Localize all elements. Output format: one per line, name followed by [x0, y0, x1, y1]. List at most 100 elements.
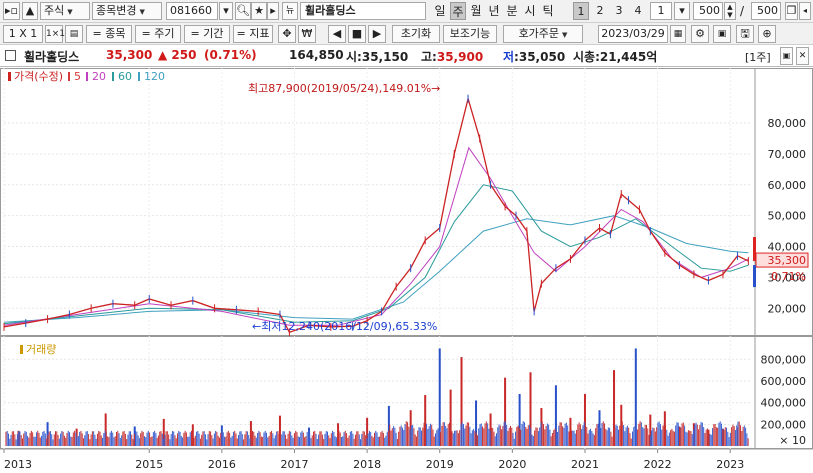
volume-bar	[677, 422, 679, 446]
price-legend-item: 5	[74, 70, 81, 83]
volume-bar	[114, 436, 116, 446]
split-icon[interactable]: ▤	[65, 25, 83, 43]
calendar-icon[interactable]: ▦	[670, 25, 686, 43]
maximize-icon[interactable]: ▣	[780, 47, 793, 65]
volume-bar	[363, 431, 365, 446]
number-tab[interactable]: 4	[634, 4, 642, 17]
volume-bar	[554, 428, 556, 446]
period-tab[interactable]: 월	[470, 4, 482, 18]
volume-bar	[506, 424, 508, 446]
volume-bar	[417, 430, 419, 446]
equals-icon: =	[236, 27, 250, 40]
search-icon[interactable]: 🔍︎	[235, 2, 251, 20]
arrow-right-icon[interactable]: ▸	[267, 2, 279, 20]
move-icon[interactable]: ✥	[278, 25, 296, 43]
period-button[interactable]: = 기간	[184, 25, 230, 43]
volume-bar	[427, 429, 429, 446]
volume-bar	[722, 429, 724, 446]
low-annotation: ←최저12,240(2016/12/09),65.33%	[252, 320, 437, 333]
volume-bar	[290, 431, 292, 446]
volume-bar	[334, 436, 336, 446]
next-icon[interactable]: ▶	[368, 25, 386, 43]
prev-icon[interactable]: ◀	[328, 25, 346, 43]
change-item-select[interactable]: 종목변경	[92, 2, 162, 20]
stop-icon[interactable]: ■	[348, 25, 366, 43]
unit-label: [1주]	[745, 51, 771, 64]
tab-arrows-icon[interactable]: ◂	[799, 2, 811, 20]
volume-bar	[254, 435, 256, 446]
close-icon[interactable]: ✕	[796, 47, 809, 65]
period-tab[interactable]: 분	[506, 4, 518, 18]
zoom-icon[interactable]: ⊕	[758, 25, 776, 43]
volume-bar	[600, 428, 602, 446]
volume-bar	[35, 432, 37, 446]
reset-button[interactable]: 초기화	[392, 25, 440, 43]
stock-chart[interactable]: 80,000 70,000 60,000 50,000 40,000 30,000 20,0…	[0, 68, 813, 473]
window-restore-icon[interactable]: ❐	[785, 2, 798, 20]
period-tab[interactable]: 일	[434, 4, 446, 18]
volume-bar	[583, 393, 586, 446]
volume-bar	[654, 431, 656, 446]
volume-legend-label: 거래량	[26, 343, 56, 356]
layout-icon[interactable]: ▣	[713, 25, 731, 43]
period-tab[interactable]: 틱	[542, 4, 554, 18]
aux-function-button[interactable]: 보조기능	[443, 25, 497, 43]
volume-unit-label: × 10	[779, 434, 806, 447]
volume-bar	[116, 432, 118, 446]
cycle-button[interactable]: = 주기	[135, 25, 181, 43]
ratio-button[interactable]: 1 X 1	[3, 25, 43, 43]
period-tab[interactable]: 주	[450, 2, 466, 20]
gear-icon[interactable]: ⚙	[691, 25, 709, 43]
volume-bar	[507, 430, 509, 446]
volume-bar	[16, 434, 18, 446]
volume-bar	[43, 430, 45, 446]
price-pane-frame	[0, 68, 813, 336]
info-high: 35,900	[436, 50, 484, 64]
date-input[interactable]: 2023/03/29	[598, 25, 668, 43]
star-icon[interactable]: ★	[251, 2, 267, 20]
select-checkbox[interactable]	[5, 50, 16, 61]
volume-bar	[154, 430, 156, 446]
market-select[interactable]: 주식	[40, 2, 90, 20]
indicator-button[interactable]: = 지표	[233, 25, 273, 43]
volume-bar	[684, 425, 686, 446]
price-legend-item: 20	[92, 70, 106, 83]
volume-bar	[478, 428, 480, 446]
spinner-icon[interactable]: ▲ ▼	[724, 2, 736, 20]
number-tab[interactable]: 3	[615, 4, 623, 17]
item-button[interactable]: = 종목	[86, 25, 132, 43]
grid-icon[interactable]: 1×1	[45, 25, 65, 43]
collapse-up-icon[interactable]: ▲	[22, 2, 38, 20]
chart-mode-icon[interactable]: ▸▫	[3, 2, 20, 20]
volume-bar	[28, 437, 30, 446]
number-tab[interactable]: 2	[596, 4, 604, 17]
volume-bar	[662, 425, 664, 446]
volume-bar	[245, 431, 247, 446]
volume-bar	[362, 431, 364, 446]
custom-number-input[interactable]: 1	[650, 2, 672, 20]
volume-bar	[194, 435, 196, 446]
volume-bar	[371, 436, 373, 446]
stock-code-input[interactable]: 081660	[166, 2, 218, 20]
news-icon[interactable]: 뉴	[282, 2, 298, 20]
period-tab[interactable]: 년	[488, 4, 500, 18]
volume-bar	[203, 431, 205, 446]
volume-bar	[180, 436, 182, 446]
won-icon[interactable]: ₩	[298, 25, 316, 43]
save-icon[interactable]: 🖫︎	[736, 25, 754, 43]
number-tab[interactable]: 1	[573, 2, 589, 20]
period-tab[interactable]: 시	[524, 4, 536, 18]
volume-bar	[248, 434, 250, 446]
chevron-down-icon[interactable]: ▾	[674, 2, 690, 20]
volume-bar	[518, 393, 521, 446]
volume-bar	[263, 432, 265, 446]
volume-bar	[110, 430, 112, 446]
order-select[interactable]: 호가주문	[503, 25, 583, 43]
volume-bar	[557, 431, 559, 446]
count-input[interactable]: 500	[693, 2, 723, 20]
volume-bar	[657, 422, 659, 446]
volume-bar	[80, 430, 82, 446]
chevron-down-icon[interactable]: ▾	[219, 2, 233, 20]
volume-bar	[422, 427, 424, 446]
volume-bar	[297, 436, 299, 446]
